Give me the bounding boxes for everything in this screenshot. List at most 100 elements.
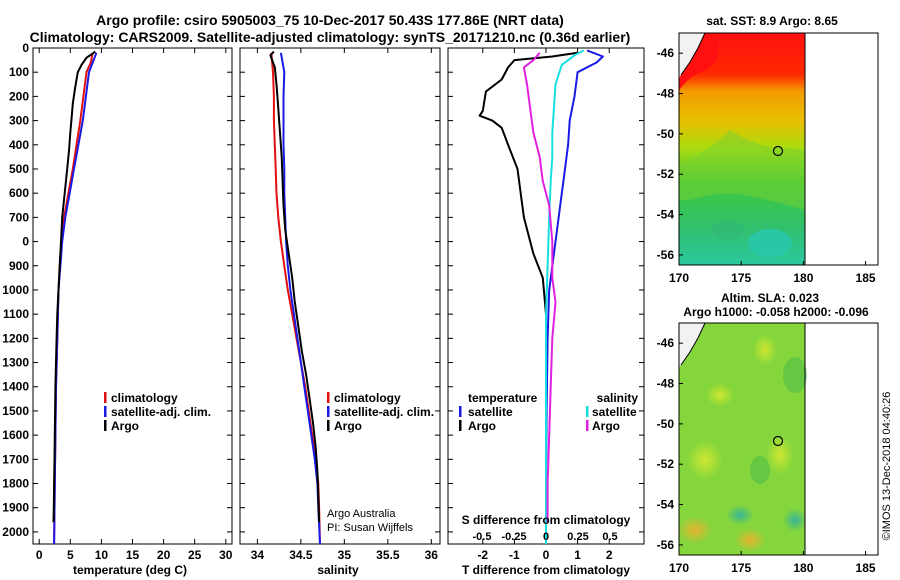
map-x-tick-label: 180: [793, 271, 813, 285]
y-tick-label: 300: [9, 114, 29, 128]
top-tick-label: -0.5: [473, 531, 492, 543]
credit-org: Argo Australia: [327, 508, 396, 520]
map-y-tick-label: -54: [657, 208, 675, 222]
legend-group-temperature: temperature: [468, 391, 538, 405]
y-tick-label: 100: [9, 65, 29, 79]
sla-map-image: [677, 322, 807, 555]
map-y-tick-label: -52: [657, 167, 675, 181]
temperature-xlabel: temperature (deg C): [73, 563, 187, 577]
y-tick-label: 0: [22, 235, 29, 249]
legend-swatch-sal-argo: [586, 420, 589, 431]
y-tick-label: 900: [9, 259, 29, 273]
difference-top-xlabel: S difference from climatology: [462, 513, 631, 527]
x-tick-label: 34.5: [289, 548, 313, 562]
x-tick-label: 15: [126, 548, 140, 562]
map-x-tick-label: 170: [669, 271, 689, 285]
map-x-tick-label: 185: [856, 271, 876, 285]
map-y-tick-label: -48: [657, 377, 675, 391]
series-line-temperature-argo: [478, 51, 578, 523]
map-y-tick-label: -56: [657, 248, 675, 262]
sla-map-subtitle: Argo h1000: -0.058 h2000: -0.096: [683, 305, 869, 319]
legend-label-satellite: satellite-adj. clim.: [111, 405, 211, 419]
credit-pi: PI: Susan Wijffels: [327, 522, 413, 534]
series-line-satellite-adj-clim-: [279, 52, 321, 545]
sla-map-title: Altim. SLA: 0.023: [721, 291, 819, 305]
difference-xlabel: T difference from climatology: [462, 563, 630, 577]
map-x-tick-label: 170: [669, 561, 689, 575]
legend-swatch-argo: [104, 420, 107, 431]
map-x-tick-label: 185: [856, 561, 876, 575]
x-tick-label: 5: [67, 548, 74, 562]
legend-label-argo: Argo: [111, 419, 139, 433]
header-line2: Climatology: CARS2009. Satellite-adjuste…: [30, 29, 631, 45]
map-y-tick-label: -56: [657, 538, 675, 552]
x-tick-label: 2: [606, 548, 613, 562]
x-tick-label: 35.5: [376, 548, 400, 562]
legend-swatch-satellite: [104, 406, 107, 417]
y-tick-label: 400: [9, 138, 29, 152]
sst-map-profile-marker: [772, 145, 784, 157]
x-tick-label: 10: [95, 548, 109, 562]
legend-swatch-climatology: [104, 392, 107, 403]
salinity-plot-frame: [239, 47, 441, 545]
y-tick-label: 700: [9, 210, 29, 224]
header-line1: Argo profile: csiro 5905003_75 10-Dec-20…: [96, 12, 564, 28]
legend-swatch-climatology: [327, 392, 330, 403]
series-line-climatology: [53, 52, 94, 545]
y-tick-label: 500: [9, 162, 29, 176]
y-tick-label: 1800: [2, 477, 29, 491]
legend-label-temp-satellite: satellite: [468, 405, 513, 419]
x-tick-label: 20: [157, 548, 171, 562]
x-tick-label: -2: [477, 548, 488, 562]
difference-top-ticks: -0.5 -0.25 0 0.25 0.5: [473, 531, 618, 543]
y-tick-label: 1200: [2, 331, 29, 345]
legend-swatch-sal-satellite: [586, 406, 589, 417]
legend-label-climatology: climatology: [111, 391, 178, 405]
series-line-salinity-argo: [522, 52, 557, 523]
top-tick-label: 0.5: [602, 531, 617, 543]
temperature-panel: 0100200300400500600700090010001100120013…: [2, 41, 232, 577]
map-y-tick-label: -46: [657, 46, 675, 60]
legend-swatch-temp-satellite: [459, 406, 462, 417]
legend-label-satellite: satellite-adj. clim.: [334, 405, 434, 419]
legend-label-argo: Argo: [334, 419, 362, 433]
x-tick-label: 36: [425, 548, 439, 562]
legend-swatch-satellite: [327, 406, 330, 417]
map-y-tick-label: -50: [657, 127, 675, 141]
legend-label-sal-satellite: satellite: [592, 405, 637, 419]
sst-map-title: sat. SST: 8.9 Argo: 8.65: [706, 14, 838, 28]
temperature-plot-frame: [32, 47, 233, 545]
salinity-xlabel: salinity: [317, 563, 359, 577]
y-tick-label: 1300: [2, 356, 29, 370]
y-tick-label: 2000: [2, 525, 29, 539]
temperature-legend: climatology satellite-adj. clim. Argo: [104, 391, 211, 433]
legend-swatch-temp-argo: [459, 420, 462, 431]
y-tick-label: 1400: [2, 380, 29, 394]
y-tick-label: 1600: [2, 428, 29, 442]
map-x-tick-label: 175: [731, 561, 751, 575]
legend-label-temp-argo: Argo: [468, 419, 496, 433]
x-tick-label: 35: [338, 548, 352, 562]
top-tick-label: 0: [543, 531, 549, 543]
map-y-tick-label: -54: [657, 498, 675, 512]
map-y-tick-label: -46: [657, 336, 675, 350]
legend-label-climatology: climatology: [334, 391, 401, 405]
x-tick-label: 1: [574, 548, 581, 562]
salinity-legend: climatology satellite-adj. clim. Argo: [327, 391, 434, 433]
y-tick-label: 1000: [2, 283, 29, 297]
y-tick-label: 600: [9, 186, 29, 200]
sst-map-frame: [678, 32, 879, 266]
y-tick-label: 200: [9, 89, 29, 103]
map-y-tick-label: -52: [657, 457, 675, 471]
imos-stamp: ©IMOS 13-Dec-2018 04:40:26: [881, 392, 893, 541]
series-line-salinity-satellite: [545, 49, 585, 544]
y-tick-label: 0: [22, 41, 29, 55]
x-tick-label: 34: [251, 548, 265, 562]
top-tick-label: -0.25: [501, 531, 526, 543]
map-y-tick-label: -48: [657, 87, 675, 101]
top-tick-label: 0.25: [567, 531, 588, 543]
map-y-tick-label: -50: [657, 417, 675, 431]
difference-panel: -2 -1 0 1 2 T difference from climatology S …: [447, 47, 645, 577]
x-tick-label: 30: [219, 548, 233, 562]
